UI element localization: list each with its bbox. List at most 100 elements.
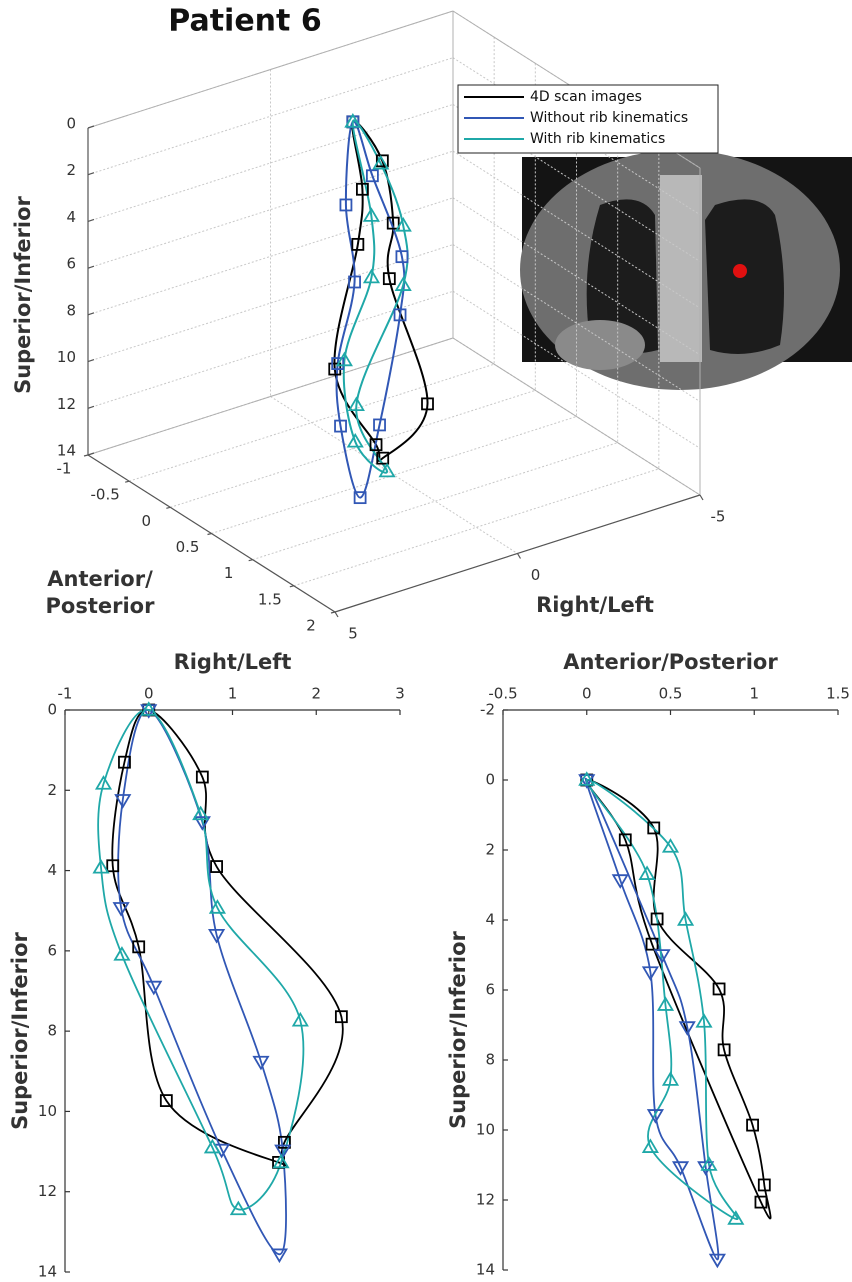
marker bbox=[346, 432, 364, 448]
tick-mark bbox=[87, 452, 95, 456]
x-tick-label: 2 bbox=[311, 685, 321, 703]
z-axis-title: Superior/Inferior bbox=[11, 195, 35, 393]
y-tick-label: 14 bbox=[476, 1261, 495, 1279]
y-tick-label: 4 bbox=[47, 861, 57, 879]
y-tick-label: 8 bbox=[47, 1022, 57, 1040]
marker bbox=[272, 1153, 290, 1169]
tick-mark bbox=[87, 265, 95, 269]
x-tick-label: 1.5 bbox=[826, 685, 850, 703]
marker bbox=[351, 237, 365, 251]
y-tick-label: 0 bbox=[47, 701, 57, 719]
marker bbox=[92, 858, 110, 874]
y-tick-label: 12 bbox=[476, 1191, 495, 1209]
marker bbox=[727, 1210, 745, 1225]
marker bbox=[348, 275, 361, 289]
box-edge bbox=[87, 10, 454, 129]
x-tick-label: 1 bbox=[228, 685, 238, 703]
marker bbox=[118, 755, 131, 769]
marker bbox=[375, 154, 389, 168]
marker bbox=[641, 966, 659, 981]
tick-mark bbox=[699, 494, 704, 501]
tick-mark bbox=[87, 359, 95, 363]
marker bbox=[394, 217, 412, 232]
series-line bbox=[97, 709, 305, 1211]
x-tick-label: 0.5 bbox=[659, 685, 683, 703]
y-axis-title: Superior/Inferior bbox=[446, 930, 470, 1128]
y-tick-label: -0.5 bbox=[91, 486, 120, 504]
marker bbox=[757, 1178, 771, 1192]
z-tick-label: 8 bbox=[66, 301, 76, 319]
marker bbox=[112, 902, 130, 917]
marker bbox=[700, 1156, 718, 1171]
marker bbox=[334, 419, 347, 433]
y-tick-label: 2 bbox=[306, 617, 316, 635]
marker bbox=[347, 396, 365, 412]
y-tick-label: 14 bbox=[38, 1263, 57, 1281]
grid-line bbox=[252, 442, 618, 561]
marker bbox=[145, 980, 163, 996]
marker bbox=[362, 268, 381, 284]
marker bbox=[393, 308, 407, 322]
x-tick-label: 0 bbox=[531, 566, 541, 584]
marker bbox=[386, 216, 400, 230]
marker bbox=[421, 397, 434, 411]
marker bbox=[645, 937, 659, 951]
marker bbox=[229, 1200, 247, 1216]
y-tick-label: 2 bbox=[47, 781, 57, 799]
series-line bbox=[117, 709, 287, 1256]
y-tick-label: -2 bbox=[480, 701, 495, 719]
ct-inset bbox=[520, 150, 852, 390]
marker bbox=[365, 169, 379, 183]
grid-line bbox=[293, 468, 659, 587]
z-tick-label: 14 bbox=[57, 442, 76, 460]
tick-mark bbox=[207, 532, 212, 536]
marker bbox=[252, 1055, 270, 1071]
y-tick-label: 1.5 bbox=[258, 590, 282, 608]
x-axis-title: Anterior/Posterior bbox=[563, 650, 778, 674]
marker bbox=[695, 1013, 713, 1028]
x-tick-label: 3 bbox=[395, 685, 405, 703]
marker bbox=[754, 1195, 768, 1209]
y-tick-label: -1 bbox=[57, 460, 72, 478]
marker bbox=[578, 771, 596, 786]
marker bbox=[331, 357, 345, 370]
y-tick-label: 6 bbox=[485, 981, 495, 999]
x-tick-label: -0.5 bbox=[488, 685, 517, 703]
tick-mark bbox=[87, 125, 95, 129]
tick-mark bbox=[248, 559, 253, 562]
series-line bbox=[333, 120, 429, 463]
y-tick-label: 0.5 bbox=[176, 538, 200, 556]
marker bbox=[394, 276, 412, 291]
marker bbox=[356, 182, 369, 196]
box-edge bbox=[87, 337, 454, 456]
marker bbox=[708, 1253, 726, 1269]
y-tick-label: 0 bbox=[142, 512, 152, 530]
legend-label: With rib kinematics bbox=[530, 131, 665, 147]
marker bbox=[372, 154, 390, 170]
x-tick-label: 5 bbox=[348, 625, 358, 643]
marker bbox=[291, 1011, 309, 1027]
marker bbox=[195, 770, 209, 784]
tick-mark bbox=[83, 454, 89, 457]
marker bbox=[192, 805, 210, 821]
marker bbox=[647, 821, 661, 835]
marker bbox=[335, 351, 353, 367]
marker bbox=[339, 198, 353, 212]
tick-mark bbox=[289, 585, 294, 588]
series-line bbox=[585, 779, 739, 1220]
tick-mark bbox=[87, 218, 95, 222]
y-tick-label: 1 bbox=[224, 564, 234, 582]
marker bbox=[671, 1161, 690, 1176]
marker bbox=[712, 982, 726, 996]
marker bbox=[278, 1135, 291, 1149]
series-line bbox=[584, 777, 720, 1261]
series-line bbox=[111, 709, 344, 1167]
z-tick-label: 6 bbox=[66, 255, 76, 273]
y-axis-title: Posterior bbox=[46, 594, 156, 618]
marker bbox=[578, 774, 596, 789]
marker bbox=[656, 996, 675, 1011]
marker bbox=[159, 1094, 173, 1107]
marker bbox=[208, 899, 226, 914]
series-line bbox=[585, 779, 772, 1220]
z-tick-label: 12 bbox=[57, 395, 76, 413]
